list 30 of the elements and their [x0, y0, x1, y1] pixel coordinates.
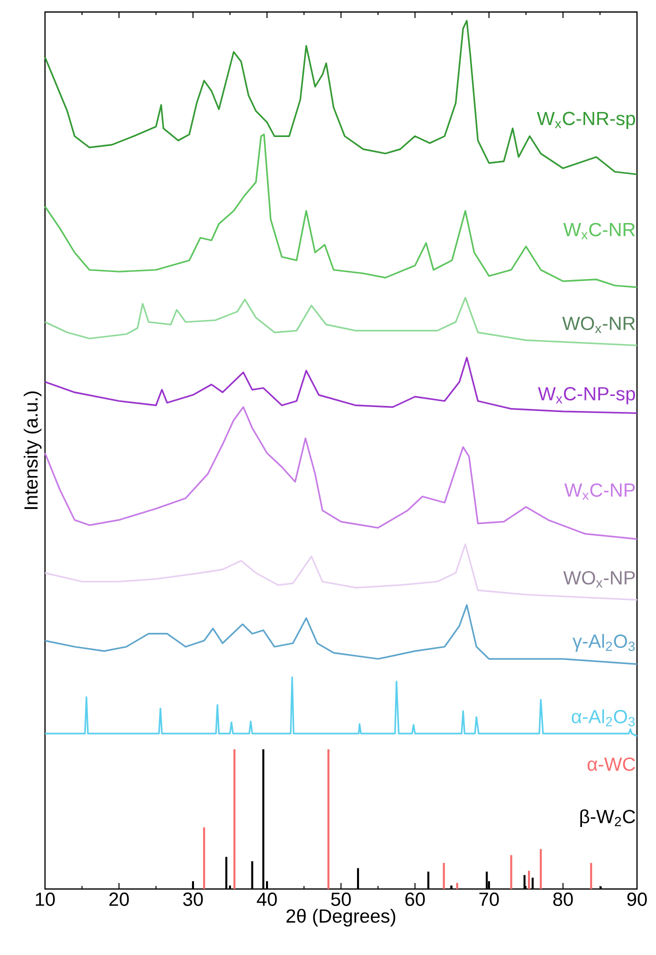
x-tick-label: 90: [627, 892, 647, 906]
bar: [327, 749, 330, 889]
y-axis-title: Intensity (a.u.): [24, 391, 42, 509]
x-tick-label: 40: [256, 892, 277, 906]
bar: [456, 882, 458, 889]
x-tick-label: 10: [36, 892, 55, 906]
text: α-WC: [588, 757, 636, 771]
series-label: W$_{x}$C-NP: [564, 483, 635, 500]
x-tick-label: 70: [479, 892, 499, 906]
bar: [528, 870, 530, 889]
bar: [203, 827, 206, 889]
text: β-W$_{2}$C: [580, 809, 636, 828]
series-label: W$_{x}$C-NP-sp: [538, 387, 635, 404]
bar: [590, 862, 592, 889]
series-label: WO$_{x}$-NP: [563, 571, 635, 588]
series-label: W$_{x}$C-NR: [563, 222, 635, 240]
bar: [233, 749, 236, 889]
series-label: WO$_{x}$-NR: [562, 316, 635, 334]
bar: [442, 862, 445, 889]
series-label: γ-Al$_{2}$O$_{3}$: [572, 634, 635, 652]
series-label: α-Al$_{2}$O$_{3}$: [572, 709, 635, 726]
series-label: W$_{x}$C-NR-sp: [536, 112, 635, 129]
x-tick-label: 80: [553, 892, 573, 906]
x-tick-label: 50: [331, 892, 351, 906]
x-tick-label: 30: [183, 892, 203, 906]
x-tick-label: 20: [109, 892, 129, 906]
x-tick-label: 60: [405, 892, 425, 906]
bar: [540, 849, 542, 889]
bar: [510, 855, 512, 889]
x-axis-title: 2θ (Degrees): [286, 908, 396, 927]
